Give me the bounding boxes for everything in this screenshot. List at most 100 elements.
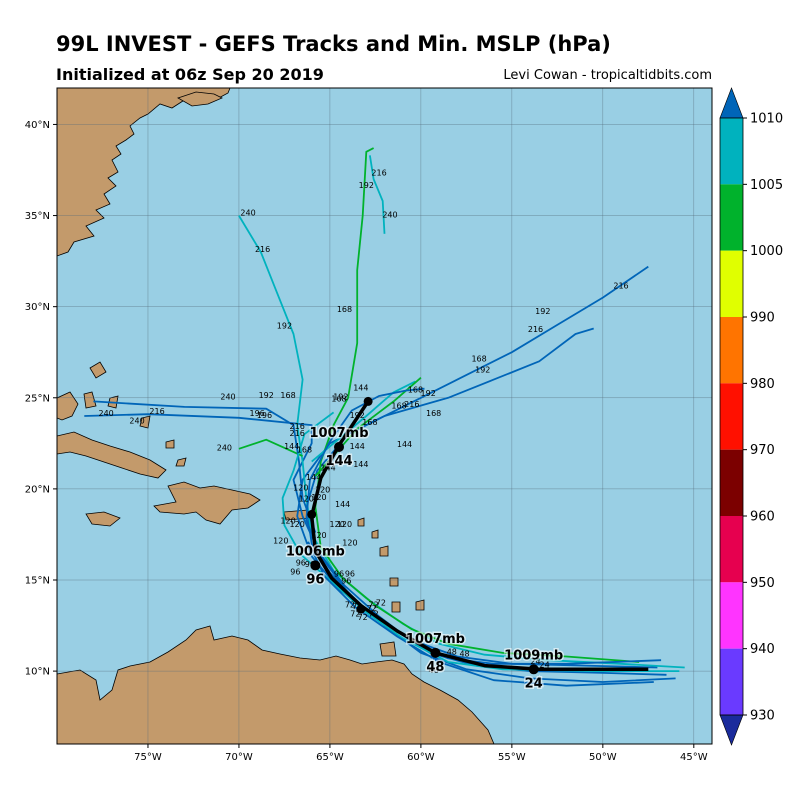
hour-marker-label: 144: [325, 454, 352, 469]
south-america-land: [57, 625, 495, 744]
lat-tick-label: 40°N: [25, 120, 50, 131]
hour-label: 72: [367, 604, 377, 613]
hour-label: 72: [368, 600, 378, 609]
hour-label: 240: [240, 209, 255, 218]
hour-label: 216: [290, 429, 305, 438]
hour-label: 240: [220, 393, 235, 402]
hour-label: 48: [447, 648, 457, 657]
antilles-island: [371, 529, 379, 539]
hour-label: 144: [353, 383, 368, 392]
hour-label: 192: [277, 322, 292, 331]
cuba-land: [57, 431, 167, 479]
lat-tick-label: 35°N: [25, 211, 50, 222]
hour-label: 24: [530, 657, 540, 666]
colorbar-frame: [719, 117, 744, 716]
map-title: 99L INVEST - GEFS Tracks and Min. MSLP (…: [56, 32, 611, 56]
hour-label: 240: [382, 210, 397, 219]
hour-label: 120: [311, 493, 326, 502]
hour-label: 24: [540, 660, 550, 669]
colorbar-label: 940: [750, 642, 775, 657]
antilles-island: [379, 545, 389, 557]
hour-marker-label: 24: [525, 676, 543, 691]
hour-label: 192: [421, 389, 436, 398]
hour-label: 144: [353, 460, 368, 469]
colorbar-label: 960: [750, 510, 775, 525]
lon-tick-label: 60°W: [407, 752, 435, 763]
hispaniola-land: [153, 481, 261, 525]
init-time: Initialized at 06z Sep 20 2019: [56, 65, 324, 84]
colorbar-segment: [720, 118, 743, 185]
axis-ticks: 75°W 70°W 65°W 60°W 55°W 50°W 45°W 40°N 35°N 30°N…: [25, 120, 708, 763]
hour-label: 240: [217, 444, 232, 453]
hour-label: 216: [149, 407, 164, 416]
colorbar-segment: [720, 383, 743, 450]
member-track: [296, 327, 658, 669]
hour-label: 120: [337, 520, 352, 529]
colorbar-top-arrow: [719, 87, 744, 119]
colorbar-segment: [720, 582, 743, 649]
hour-label: 144: [335, 500, 350, 509]
jamaica-land: [85, 511, 121, 527]
hour-label: 144: [306, 473, 321, 482]
pressure-label: 1006mb: [286, 544, 345, 559]
hour-label: 144: [397, 440, 412, 449]
hour-label: 240: [98, 409, 113, 418]
hour-label: 168: [331, 394, 346, 403]
hour-label: 120: [273, 537, 288, 546]
colorbar-label: 1005: [750, 178, 783, 193]
lat-tick-label: 10°N: [25, 667, 50, 678]
colorbar-label: 990: [750, 311, 775, 326]
hour-label: 72: [358, 613, 368, 622]
member-track: [307, 541, 654, 687]
hour-label: 196: [249, 409, 264, 418]
hour-label: 192: [535, 307, 550, 316]
lat-tick-label: 15°N: [25, 576, 50, 587]
hour-label: 96: [296, 558, 306, 567]
track-dot: [334, 441, 345, 452]
hour-label: 168: [362, 418, 377, 427]
hour-marker-label: 48: [426, 660, 444, 675]
hour-label: 168: [408, 385, 423, 394]
colorbar-label: 970: [750, 443, 775, 458]
lat-tick-label: 20°N: [25, 484, 50, 495]
lon-tick-label: 70°W: [225, 752, 253, 763]
hour-label: 120: [330, 520, 345, 529]
hour-label: 144: [350, 442, 365, 451]
hour-label: 120: [315, 486, 330, 495]
hour-label: 120: [280, 517, 295, 526]
hour-label: 216: [528, 325, 543, 334]
ensemble-tracks: [84, 147, 685, 687]
track-dot: [307, 509, 317, 519]
colorbar-segment: [720, 317, 743, 384]
florida-land: [57, 391, 79, 421]
colorbar-label: 930: [750, 709, 775, 724]
map-border: [56, 87, 713, 745]
hour-label: 96: [305, 560, 315, 569]
hour-label: 144: [284, 442, 299, 451]
colorbar-label: 1000: [750, 244, 783, 259]
hour-label: 216: [613, 281, 628, 290]
lon-tick-label: 45°W: [680, 752, 708, 763]
colorbar-label: 950: [750, 576, 775, 591]
hour-label: 216: [404, 400, 419, 409]
hour-label: 168: [297, 445, 312, 454]
hour-marker-label: 96: [306, 572, 324, 587]
hour-label: 192: [333, 393, 348, 402]
hour-label: 48: [429, 666, 439, 675]
antilles-island: [389, 577, 399, 587]
track-dot: [528, 664, 539, 675]
colorbar-segment: [720, 516, 743, 583]
hour-label: 192: [359, 181, 374, 190]
hour-label: 240: [129, 416, 144, 425]
hour-label: 96: [334, 569, 344, 578]
hour-label: 96: [290, 568, 300, 577]
hour-label: 168: [337, 305, 352, 314]
track-dot: [363, 396, 373, 406]
colorbar-segment: [720, 648, 743, 715]
member-track: [93, 400, 317, 533]
hour-label: 192: [259, 391, 274, 400]
colorbar-label: 1010: [750, 112, 783, 127]
lat-tick-label: 25°N: [25, 393, 50, 404]
